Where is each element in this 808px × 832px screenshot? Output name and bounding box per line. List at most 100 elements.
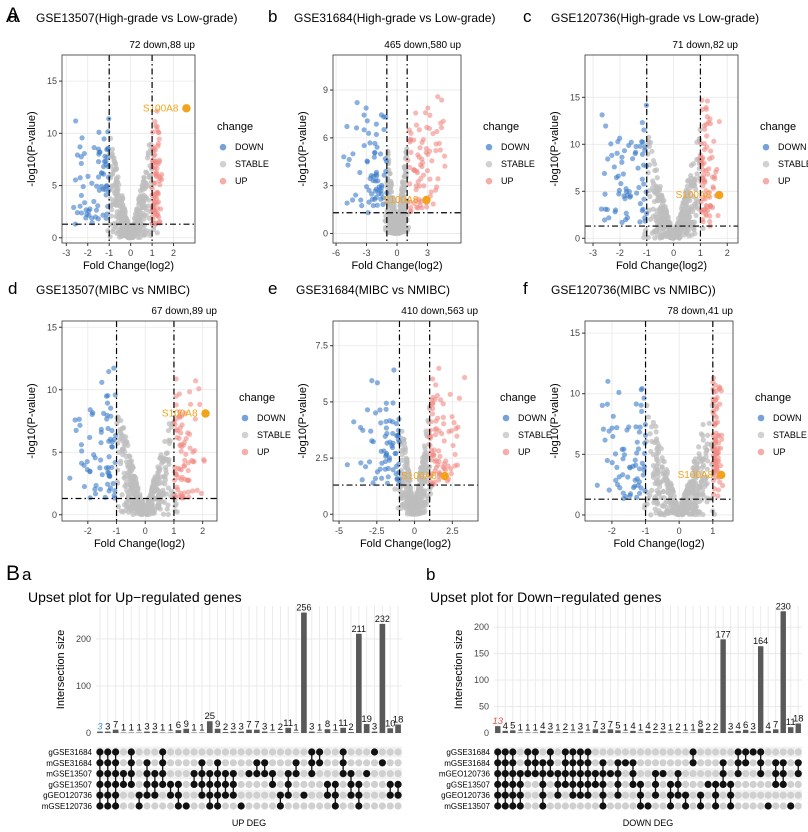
matrix-dot-on	[355, 802, 363, 810]
bar-value-label: 7	[246, 720, 251, 731]
matrix-dot-off	[308, 791, 316, 799]
matrix-dot-on	[599, 802, 607, 810]
down-point	[396, 461, 402, 467]
set-label: mGSE31684	[444, 759, 490, 768]
stable-point	[649, 487, 655, 493]
matrix-dot-off	[323, 802, 332, 810]
matrix-dot-on	[237, 802, 245, 810]
down-point	[383, 400, 389, 406]
matrix-dot-off	[651, 759, 660, 767]
stable-point	[696, 444, 702, 450]
up-point	[426, 148, 433, 154]
matrix-dot-off	[300, 748, 308, 756]
stable-point	[403, 465, 409, 471]
legend: change DOWN STABLE UP	[483, 121, 535, 186]
y-tick-label: 10	[47, 385, 57, 395]
down-point	[626, 464, 633, 470]
bar-value-label: 1	[518, 722, 523, 733]
matrix-dot-off	[689, 780, 697, 789]
matrix-dot-on	[276, 791, 284, 799]
up-point	[196, 386, 202, 392]
down-point	[624, 427, 630, 433]
matrix-dot-on	[516, 802, 524, 810]
stable-point	[693, 201, 699, 207]
matrix-dot-off	[378, 770, 386, 778]
matrix-dot-off	[159, 802, 167, 810]
matrix-dot-on	[261, 770, 269, 778]
matrix-dot-off	[727, 759, 735, 767]
bar-value-label: 5	[510, 720, 515, 731]
down-point	[602, 191, 608, 197]
panel-letter: a	[22, 565, 32, 584]
up-point	[198, 490, 205, 496]
down-point	[614, 481, 621, 488]
up-point	[426, 125, 433, 132]
bar-value-label: 6	[743, 720, 748, 731]
down-point	[364, 407, 371, 413]
up-point	[151, 199, 157, 205]
down-point	[78, 192, 85, 199]
stable-point	[116, 226, 122, 232]
down-point	[643, 189, 649, 195]
down-point	[610, 433, 616, 440]
down-point	[370, 202, 376, 209]
down-point	[98, 440, 104, 446]
matrix-dot-off	[253, 748, 261, 756]
stable-point	[656, 187, 663, 193]
down-point	[113, 432, 119, 438]
stable-point	[675, 223, 681, 229]
x-axis-label: Fold Change(log2)	[351, 260, 442, 272]
stable-point	[420, 510, 427, 516]
bar-value-label: 7	[593, 719, 598, 730]
matrix-dot-off	[531, 802, 539, 810]
matrix-dot-off	[182, 759, 190, 767]
matrix-dot-off	[394, 770, 402, 778]
matrix-dot-on	[516, 770, 524, 778]
matrix-dot-off	[182, 780, 190, 789]
stable-point	[140, 179, 147, 185]
matrix-dot-on	[659, 770, 667, 778]
stable-point	[392, 486, 398, 492]
matrix-dot-off	[276, 780, 284, 789]
down-point	[345, 162, 351, 168]
up-point	[197, 401, 203, 407]
legend-title: change	[239, 392, 275, 404]
highlight-point	[201, 409, 210, 418]
down-point	[619, 159, 625, 165]
stable-point	[117, 429, 123, 435]
bar-value-label: 2	[675, 722, 680, 733]
bar-value-label: 11	[338, 718, 348, 729]
stable-point	[679, 222, 686, 229]
matrix-dot-off	[712, 770, 720, 778]
matrix-dot-on	[159, 780, 167, 789]
down-point	[639, 408, 645, 415]
down-point	[386, 457, 393, 463]
stable-point	[163, 467, 169, 474]
down-point	[105, 465, 111, 471]
bar-value-label: 6	[176, 720, 181, 731]
matrix-dot-on	[355, 791, 363, 799]
matrix-dot-off	[742, 770, 750, 778]
stable-point	[675, 232, 681, 238]
bar-value-label: 1	[199, 723, 204, 734]
matrix-dot-off	[621, 802, 630, 810]
matrix-dot-off	[237, 780, 245, 789]
matrix-dot-off	[539, 748, 547, 756]
matrix-dot-off	[787, 770, 795, 778]
stable-point	[123, 226, 129, 232]
matrix-dot-on	[253, 759, 261, 767]
down-point	[628, 139, 634, 145]
up-point	[430, 201, 436, 207]
set-label: mGEO120736	[439, 770, 491, 779]
up-point	[433, 457, 440, 464]
matrix-dot-on	[561, 770, 569, 778]
volcano-panel-f: f GSE120736(MIBC vs NMIBC)) 78 down,41 up S…	[523, 279, 807, 550]
matrix-dot-off	[524, 780, 532, 789]
up-point	[434, 128, 440, 135]
stable-point	[422, 453, 428, 459]
panel-letter: c	[523, 7, 532, 26]
matrix-dot-off	[300, 780, 308, 789]
bar-value-label: 177	[716, 629, 731, 639]
up-point	[716, 384, 722, 390]
up-point	[712, 436, 719, 442]
